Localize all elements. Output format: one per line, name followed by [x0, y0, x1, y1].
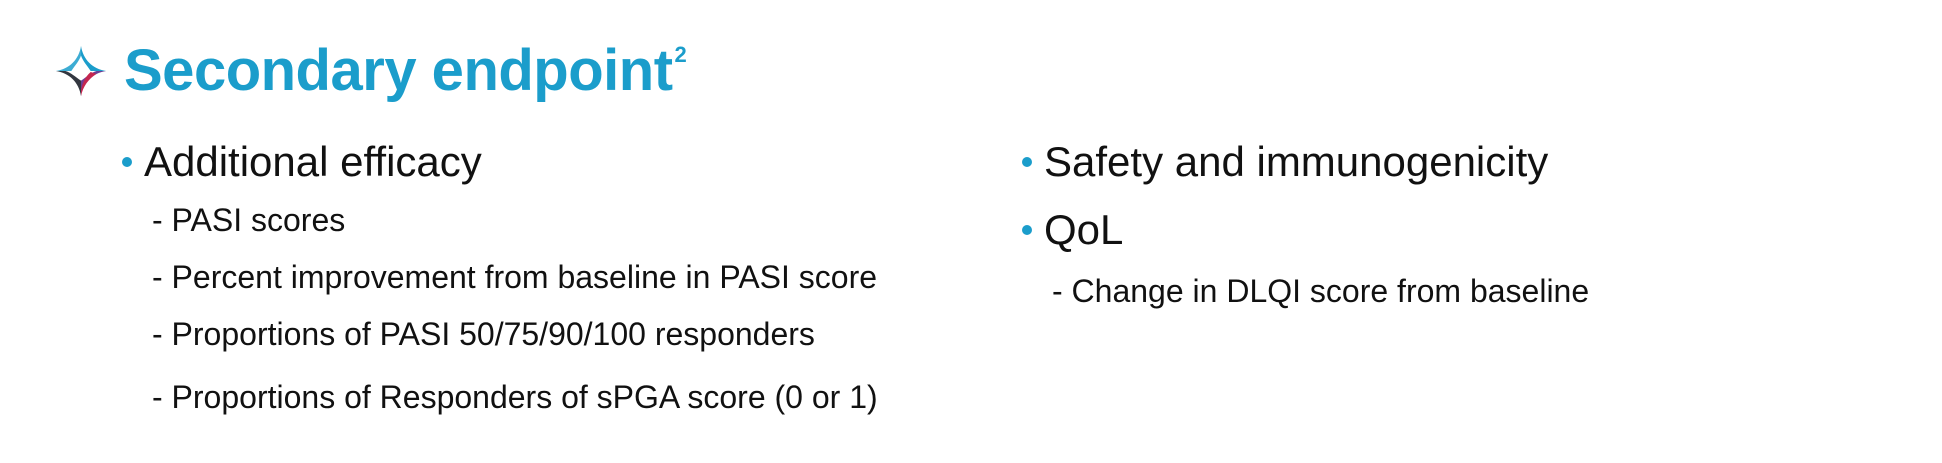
- bullet-heading-qol: QoL: [1022, 204, 1882, 256]
- list-item: - Percent improvement from baseline in P…: [152, 259, 878, 295]
- right-column: Safety and immunogenicity QoL - Change i…: [1022, 136, 1882, 311]
- page-title-text: Secondary endpoint: [124, 38, 673, 103]
- four-point-star-logo-icon: [55, 45, 107, 97]
- bullet-heading-safety: Safety and immunogenicity: [1022, 136, 1882, 188]
- bullet-heading-additional-efficacy: Additional efficacy: [122, 136, 982, 188]
- left-column: Additional efficacy - PASI scores - Perc…: [122, 136, 982, 417]
- bullet-heading-text: QoL: [1044, 206, 1124, 253]
- bullet-dot-icon: [122, 157, 132, 167]
- bullet-dot-icon: [1022, 157, 1032, 167]
- page-title: Secondary endpoint2: [124, 41, 687, 100]
- list-item: - Proportions of PASI 50/75/90/100 respo…: [152, 316, 815, 352]
- bullet-heading-text: Safety and immunogenicity: [1044, 138, 1549, 185]
- bullet-dot-icon: [1022, 225, 1032, 235]
- list-item: - Proportions of Responders of sPGA scor…: [152, 379, 878, 415]
- title-footnote-marker: 2: [674, 41, 687, 67]
- list-item: - PASI scores: [152, 202, 346, 238]
- bullet-heading-text: Additional efficacy: [144, 138, 482, 185]
- slide-header: Secondary endpoint2: [52, 38, 687, 104]
- list-item: - Change in DLQI score from baseline: [1052, 273, 1590, 309]
